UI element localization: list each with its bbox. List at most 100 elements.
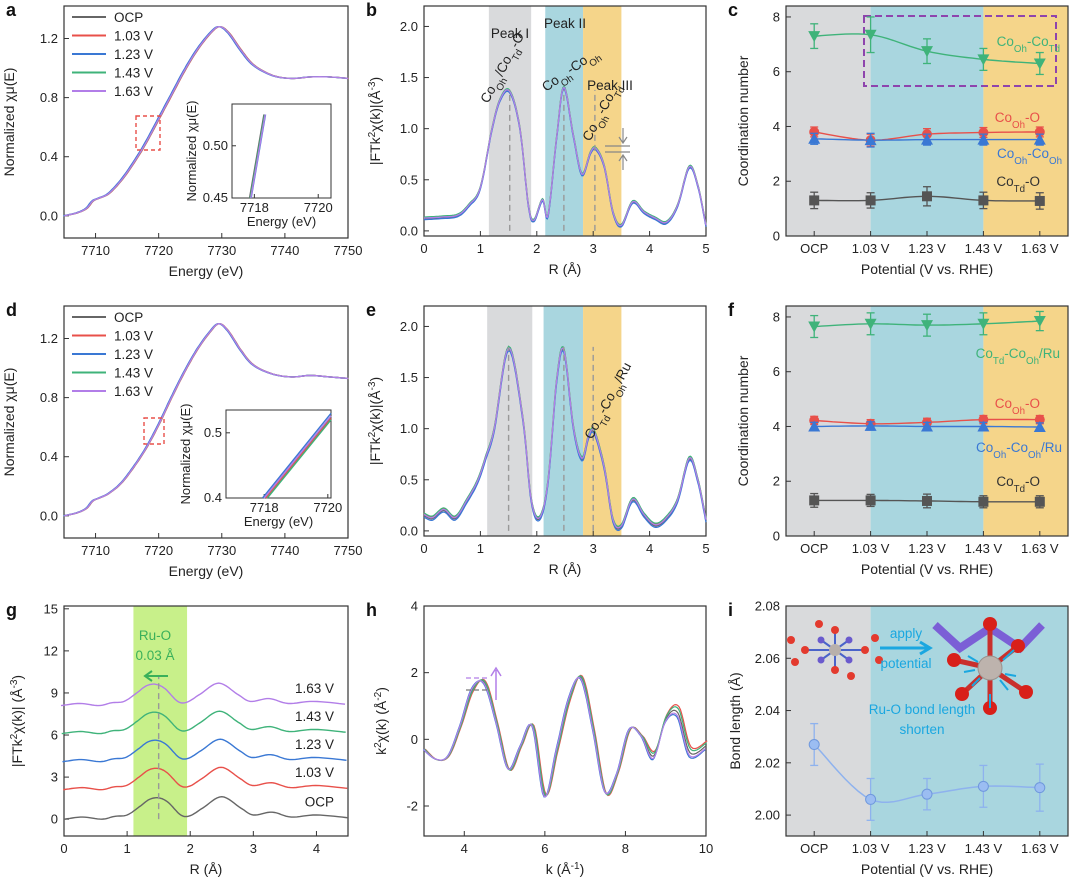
x-tick-label: 5 xyxy=(702,541,709,556)
panel-i: OCP 1.03 V 1.23 V 1.43 V 1.63 V 2.00 2.02 2.04 2… xyxy=(727,599,1069,877)
x-tick-label: 3 xyxy=(250,841,257,856)
offset-curve-OCP xyxy=(63,795,349,820)
inset-y-tick-label: 0.4 xyxy=(204,490,222,505)
shorten-arrows xyxy=(967,649,1015,691)
y-tick-label: 0.4 xyxy=(40,449,58,464)
y-tick-label: 9 xyxy=(51,685,58,700)
x-tick-label: 1.03 V xyxy=(852,241,890,256)
panel-letter: h xyxy=(366,600,377,620)
plot-frame xyxy=(423,5,707,237)
k-space-curve-OCP xyxy=(423,676,707,797)
marker-triangle-down xyxy=(1033,316,1046,328)
oxygen-atom xyxy=(791,658,799,666)
oxygen-atom xyxy=(787,636,795,644)
panel-letter: a xyxy=(6,0,17,20)
marker-square xyxy=(978,195,989,206)
apply-arrow xyxy=(880,640,933,656)
x-axis-label: Potential (V vs. RHE) xyxy=(861,561,993,577)
region-ocp xyxy=(786,6,871,236)
y-axis-label: Coordination number xyxy=(735,355,751,486)
marker-circle xyxy=(1034,414,1045,425)
inset-x-label: Energy (eV) xyxy=(244,514,313,529)
series-label: 1.43 V xyxy=(295,709,334,724)
y-tick-label: 0.4 xyxy=(40,149,58,164)
series-label: 1.63 V xyxy=(295,681,334,696)
marker-triangle-up xyxy=(977,133,990,145)
inset-y-label: Normalized χμ(E) xyxy=(184,101,199,202)
x-tick-label: 1.23 V xyxy=(908,241,946,256)
y-axis-label: |FTk2χ(k)| (Å-3) xyxy=(9,675,26,767)
co-atom xyxy=(845,656,853,664)
x-tick-label: 7750 xyxy=(334,543,363,558)
series-label: CoTd-O xyxy=(996,174,1040,195)
x-tick-label: 7740 xyxy=(270,243,299,258)
x-axis-label: R (Å) xyxy=(549,561,582,577)
x-tick-label: 0 xyxy=(420,541,427,556)
y-tick-label: 12 xyxy=(44,643,58,658)
marker-square xyxy=(809,495,820,506)
y-tick-label: 4 xyxy=(411,599,418,614)
marker-triangle-up xyxy=(808,420,821,432)
x-tick-label: 2 xyxy=(187,841,194,856)
x-tick-label: 6 xyxy=(541,841,548,856)
k-space-curve-1.63V xyxy=(423,676,706,798)
panel-letter: e xyxy=(366,300,376,320)
arrow-down xyxy=(618,128,628,145)
marker-square xyxy=(1034,496,1045,507)
oxygen-atom xyxy=(947,653,961,667)
y-tick-label: 6 xyxy=(773,64,780,79)
y-axis-label: Normalized χμ(E) xyxy=(1,68,17,177)
y-tick-label: 6 xyxy=(773,364,780,379)
x-tick-label: 4 xyxy=(313,841,320,856)
marker-triangle-up xyxy=(1033,133,1046,145)
x-tick-label: 1.43 V xyxy=(965,241,1003,256)
marker-triangle-up xyxy=(808,132,821,144)
k-space-curve-1.23V xyxy=(422,677,706,798)
legend-label: 1.23 V xyxy=(114,47,153,62)
series-label: CoOh-CoOh xyxy=(997,146,1062,167)
y-tick-label: 2.04 xyxy=(755,703,780,718)
panel-letter: b xyxy=(366,0,377,20)
marker-triangle-down xyxy=(864,318,877,330)
plot-frame xyxy=(63,305,349,539)
legend-label: 1.63 V xyxy=(114,384,153,399)
inset-curve xyxy=(265,418,332,499)
y-tick-label: 2.06 xyxy=(755,651,780,666)
oxygen-atom xyxy=(1019,685,1033,699)
marker-triangle-down xyxy=(808,321,821,333)
y-tick-label: 0 xyxy=(773,229,780,244)
x-tick-label: OCP xyxy=(800,841,828,856)
legend-label: OCP xyxy=(114,10,143,25)
inset-y-tick-label: 0.50 xyxy=(203,138,228,153)
apply-text: apply xyxy=(890,626,923,641)
marker-triangle-up xyxy=(864,419,877,431)
x-tick-label: 0 xyxy=(60,841,67,856)
ru-atom xyxy=(977,655,1003,681)
inset-curve xyxy=(263,415,332,499)
marker-triangle-down xyxy=(977,54,990,66)
panel-letter: f xyxy=(728,300,735,320)
y-tick-label: 4 xyxy=(773,119,780,134)
x-tick-label: 1.63 V xyxy=(1021,541,1059,556)
shorten-text: shorten xyxy=(899,722,944,737)
x-tick-label: 4 xyxy=(646,541,653,556)
panel-letter: i xyxy=(728,600,733,620)
series-label: CoTd-O xyxy=(996,474,1040,495)
x-tick-label: 1.03 V xyxy=(852,841,890,856)
series-label: CoOh-CoOh/Ru xyxy=(976,440,1062,461)
ft-curve-1.63V xyxy=(423,346,707,529)
y-tick-label: 1.5 xyxy=(400,370,418,385)
x-tick-label: 7710 xyxy=(81,543,110,558)
marker-square xyxy=(978,496,989,507)
y-tick-label: 1.2 xyxy=(40,331,58,346)
marker-triangle-down xyxy=(921,46,933,58)
highlight-box xyxy=(863,15,1057,87)
marker-square xyxy=(865,495,876,506)
y-axis-label: Normalized χμ(E) xyxy=(1,368,17,477)
y-axis-label: |FTk2χ(k)|(Å-3) xyxy=(367,377,384,465)
panel-b: 0 1 2 3 4 5 0.0 0.5 1.0 1.5 2.0 R (Å) |FTk2χ(k)|(Å-3… xyxy=(366,0,710,277)
x-tick-label: 7720 xyxy=(144,543,173,558)
y-tick-label: 0 xyxy=(51,812,58,827)
oxygen-atom xyxy=(831,626,839,634)
y-tick-label: 1.0 xyxy=(400,121,418,136)
